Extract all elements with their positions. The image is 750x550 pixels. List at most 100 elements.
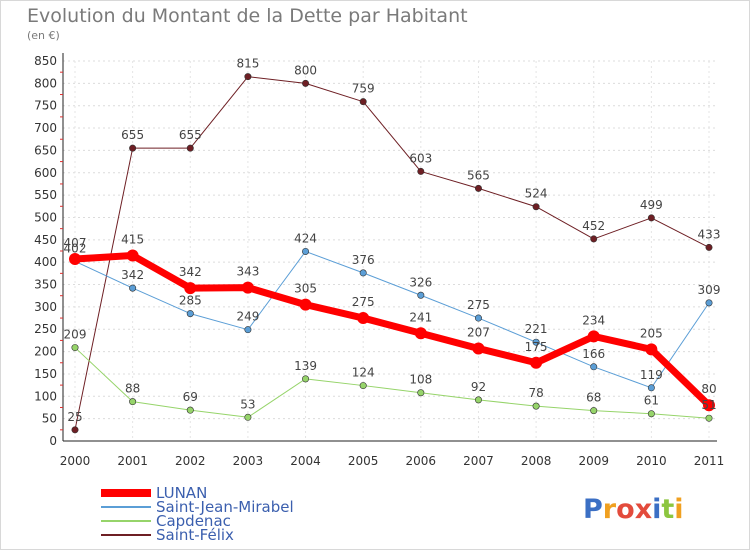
y-tick-label: 350 [34, 278, 57, 292]
data-point-capdenac [474, 396, 482, 404]
grid [63, 60, 717, 442]
data-point-capdenac [705, 414, 713, 422]
data-label-capdenac: 88 [125, 382, 140, 396]
data-point-lunan [184, 282, 197, 295]
data-label-saint-felix: 433 [698, 227, 721, 241]
data-label-saint-felix: 815 [236, 57, 259, 71]
legend-label-saint-jean-mirabel: Saint-Jean-Mirabel [156, 498, 294, 516]
data-label-saint-jean-mirabel: 166 [582, 347, 605, 361]
data-point-saint-felix [244, 73, 252, 81]
data-point-lunan [414, 327, 427, 340]
series-line-saint-felix [74, 76, 710, 431]
data-label-saint-felix: 25 [67, 410, 82, 424]
x-tick-label: 2007 [463, 454, 494, 468]
data-point-lunan [69, 253, 81, 266]
data-label-lunan: 275 [352, 295, 375, 309]
proxiti-logo: Proxiti [583, 494, 684, 525]
data-label-lunan: 343 [236, 265, 259, 279]
data-label-capdenac: 78 [528, 386, 543, 400]
y-tick-label: 0 [49, 434, 57, 448]
data-label-saint-jean-mirabel: 309 [698, 283, 721, 297]
data-point-saint-felix [71, 426, 79, 434]
data-label-saint-felix: 603 [409, 151, 432, 165]
data-label-capdenac: 108 [409, 373, 432, 387]
data-label-lunan: 415 [121, 232, 144, 246]
y-tick-label: 800 [34, 76, 57, 90]
data-label-capdenac: 209 [64, 328, 87, 342]
data-label-saint-jean-mirabel: 402 [64, 241, 87, 255]
data-label-saint-felix: 499 [640, 198, 663, 212]
legend-label-capdenac: Capdenac [156, 512, 231, 530]
data-point-lunan [472, 342, 485, 355]
data-label-lunan: 234 [582, 313, 605, 327]
y-tick-label: 450 [34, 233, 57, 247]
data-point-saint-jean-mirabel [647, 384, 655, 392]
data-point-saint-jean-mirabel [474, 314, 482, 322]
series-line-saint-jean-mirabel [74, 250, 710, 389]
data-label-capdenac: 69 [183, 390, 198, 404]
data-point-lunan [530, 356, 543, 369]
data-point-saint-jean-mirabel [417, 291, 425, 299]
data-point-capdenac [244, 413, 252, 421]
data-label-lunan: 407 [64, 236, 87, 250]
data-point-capdenac [590, 407, 598, 415]
data-point-lunan [299, 298, 312, 311]
series-line-lunan [71, 251, 713, 409]
x-tick-label: 2004 [290, 454, 321, 468]
y-tick-label: 300 [34, 300, 57, 314]
data-point-saint-felix [359, 98, 367, 106]
data-labels: 25 655 655 815 800 759 603 565 524 452 499 433 402 34… [64, 57, 721, 424]
data-point-saint-felix [590, 235, 598, 243]
data-point-saint-jean-mirabel [244, 326, 252, 334]
y-tick-label: 100 [34, 389, 57, 403]
data-label-capdenac: 53 [240, 397, 255, 411]
data-point-capdenac [302, 375, 310, 383]
data-point-capdenac [186, 406, 194, 414]
x-tick-label: 2011 [694, 454, 725, 468]
y-tick-label: 850 [34, 54, 57, 68]
data-point-saint-jean-mirabel [590, 363, 598, 371]
data-point-saint-jean-mirabel [186, 310, 194, 318]
data-label-saint-jean-mirabel: 275 [467, 298, 490, 312]
x-tick-label: 2005 [348, 454, 379, 468]
data-label-saint-jean-mirabel: 119 [640, 368, 663, 382]
data-label-saint-felix: 452 [582, 219, 605, 233]
x-tick-label: 2002 [175, 454, 206, 468]
series-group [69, 73, 715, 434]
data-point-saint-jean-mirabel [532, 338, 540, 346]
y-tick-label: 200 [34, 345, 57, 359]
x-tick-label: 2008 [521, 454, 552, 468]
data-label-capdenac: 68 [586, 391, 601, 405]
data-label-capdenac: 124 [352, 366, 375, 380]
data-label-lunan: 342 [179, 265, 202, 279]
x-tick-label: 2003 [233, 454, 264, 468]
data-point-saint-jean-mirabel [302, 247, 310, 255]
data-label-lunan: 205 [640, 326, 663, 340]
data-point-saint-felix [647, 214, 655, 222]
y-tick-label: 50 [42, 412, 57, 426]
data-point-lunan [241, 281, 254, 294]
data-point-saint-felix [129, 144, 137, 152]
data-point-saint-felix [417, 167, 425, 175]
y-tick-label: 750 [34, 99, 57, 113]
y-tick-label: 700 [34, 121, 57, 135]
data-label-saint-felix: 565 [467, 168, 490, 182]
x-tick-label: 2010 [636, 454, 667, 468]
data-label-capdenac: 51 [701, 398, 716, 412]
data-point-capdenac [532, 402, 540, 410]
logo-text: Proxiti [583, 494, 684, 525]
data-label-lunan: 241 [409, 310, 432, 324]
data-label-saint-jean-mirabel: 221 [525, 322, 548, 336]
chart-subtitle: (en €) [27, 29, 60, 42]
data-label-lunan: 80 [701, 382, 716, 396]
data-label-saint-felix: 759 [352, 82, 375, 96]
data-point-capdenac [71, 344, 79, 352]
data-label-saint-jean-mirabel: 424 [294, 231, 317, 245]
legend: LUNANSaint-Jean-MirabelCapdenacSaint-Fél… [101, 484, 294, 544]
data-label-saint-jean-mirabel: 326 [409, 275, 432, 289]
y-tick-label: 400 [34, 255, 57, 269]
x-tick-label: 2006 [406, 454, 437, 468]
x-tick-label: 2001 [117, 454, 148, 468]
y-tick-label: 250 [34, 322, 57, 336]
